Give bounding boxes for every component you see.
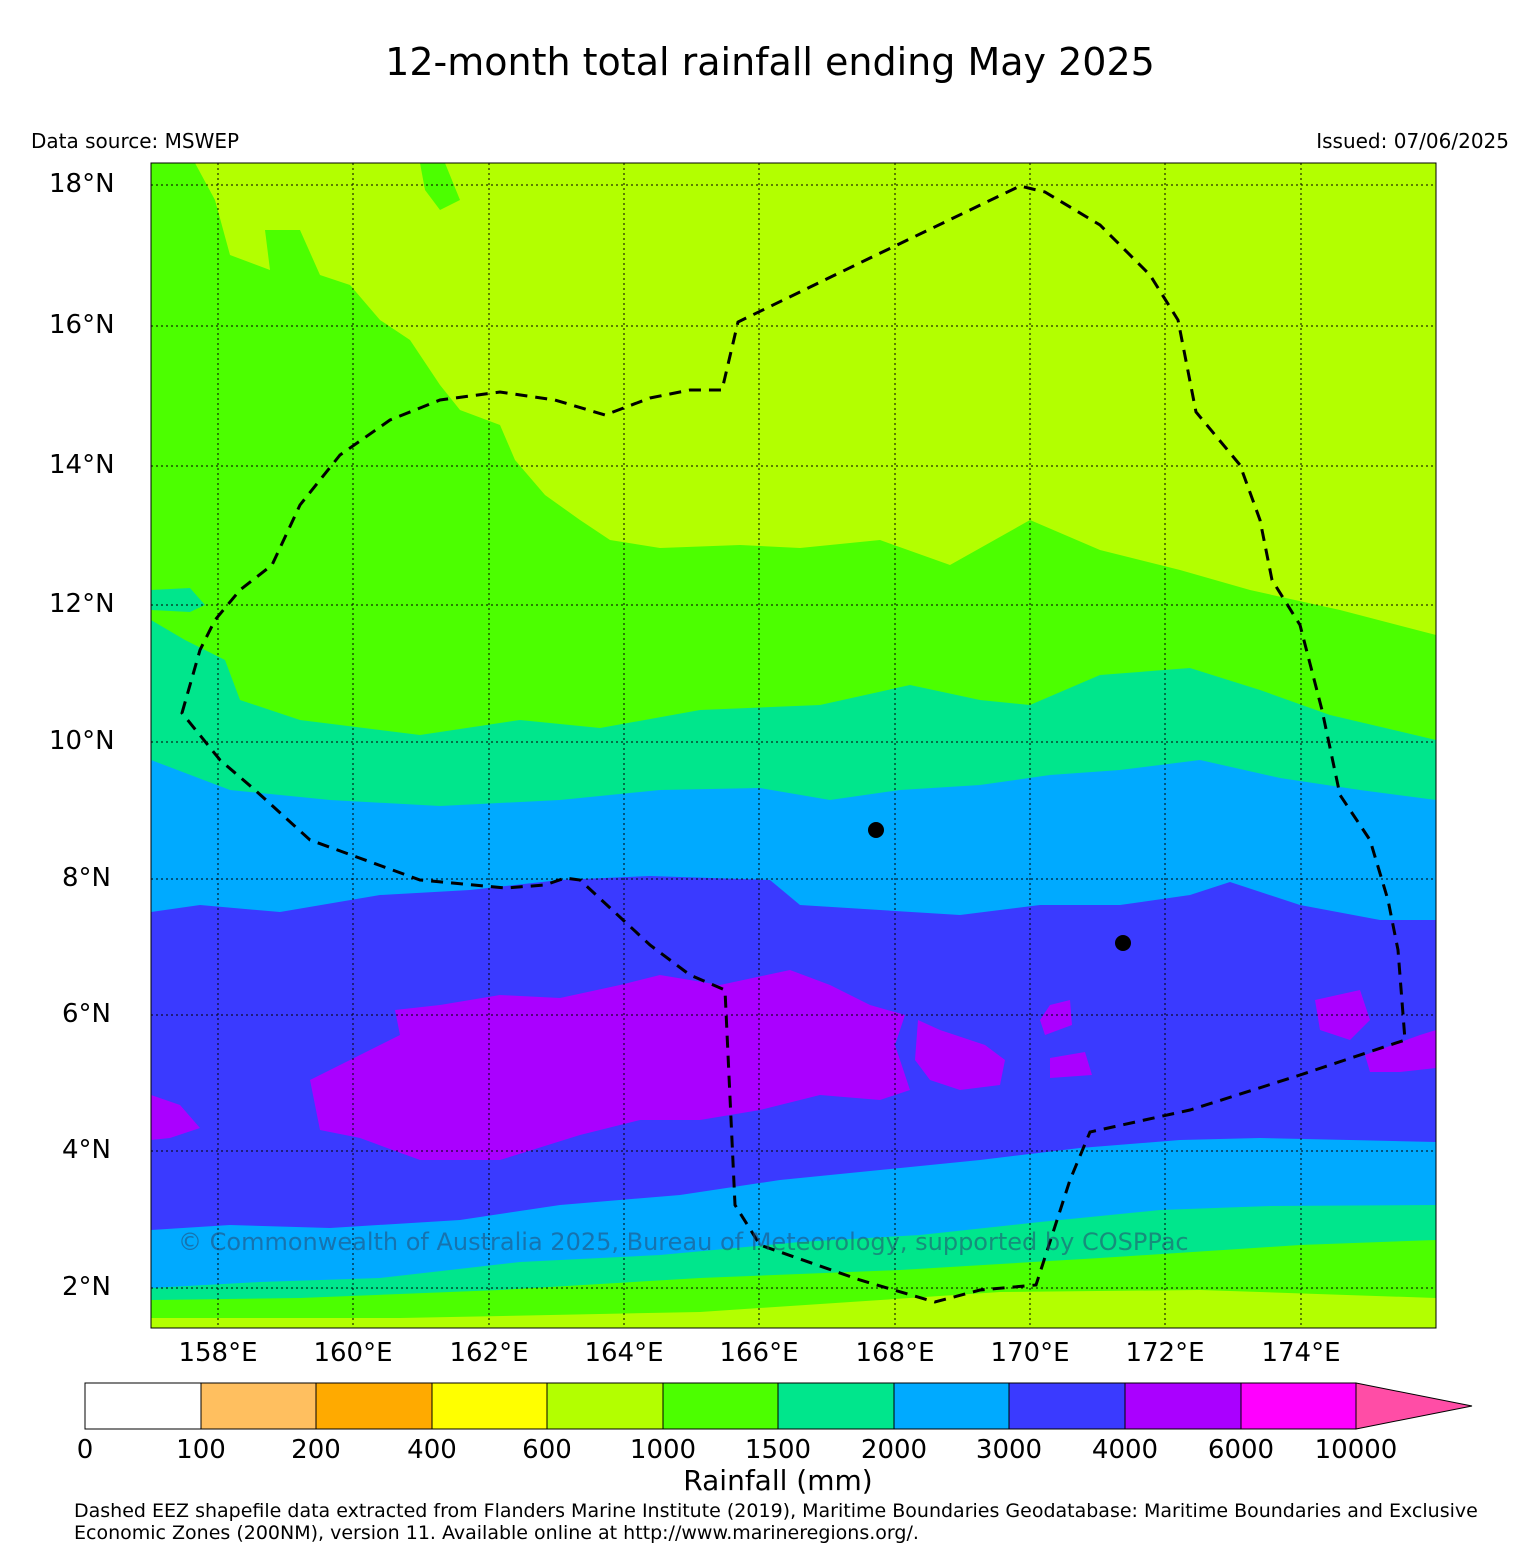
colorbar-segment xyxy=(84,1382,202,1430)
plot-frame xyxy=(150,162,1437,1329)
lon-label: 166°E xyxy=(719,1338,799,1368)
colorbar-segment xyxy=(431,1382,548,1430)
band-4000-6000-edge xyxy=(1365,1030,1436,1072)
lon-label: 164°E xyxy=(584,1338,664,1368)
colorbar-tick: 4000 xyxy=(1091,1435,1159,1465)
lon-label: 160°E xyxy=(313,1338,393,1368)
station-marker xyxy=(1115,935,1131,951)
lat-label: 6°N xyxy=(62,999,111,1029)
colorbar-extend-arrow xyxy=(1355,1382,1473,1430)
band-4000-6000-west xyxy=(151,1095,200,1140)
colorbar-segment xyxy=(1240,1382,1357,1430)
chart-title: 12-month total rainfall ending May 2025 xyxy=(385,40,1155,84)
lat-label: 12°N xyxy=(49,589,115,619)
band-4000-6000 xyxy=(310,970,910,1160)
colorbar-label: Rainfall (mm) xyxy=(683,1464,873,1497)
colorbar-segment xyxy=(893,1382,1010,1430)
issued-date: Issued: 07/06/2025 xyxy=(1316,129,1509,153)
colorbar-tick: 100 xyxy=(176,1435,226,1465)
colorbar-segment xyxy=(315,1382,433,1430)
band-600-1000-south xyxy=(151,1290,1436,1328)
colorbar-tick: 3000 xyxy=(975,1435,1043,1465)
rainfall-bands xyxy=(151,163,1436,1328)
lon-label: 172°E xyxy=(1125,1338,1205,1368)
colorbar-tick: 200 xyxy=(291,1435,341,1465)
lat-label: 18°N xyxy=(49,169,115,199)
lon-label: 174°E xyxy=(1261,1338,1341,1368)
colorbar-tick: 0 xyxy=(76,1435,94,1465)
colorbar-tick: 10000 xyxy=(1314,1435,1398,1465)
grid-lines xyxy=(151,163,1436,1328)
band-4000-6000-spot-a xyxy=(1040,1000,1072,1035)
colorbar-tick: 400 xyxy=(407,1435,457,1465)
eez-boundary xyxy=(180,184,1407,1304)
colorbar-tick: 2000 xyxy=(860,1435,928,1465)
colorbar-tick: 1500 xyxy=(744,1435,812,1465)
lat-label: 10°N xyxy=(49,726,115,756)
colorbar-tick: 6000 xyxy=(1207,1435,1275,1465)
band-4000-6000-east xyxy=(915,1020,1005,1090)
colorbar-tick: 600 xyxy=(522,1435,572,1465)
station-marker xyxy=(868,822,884,838)
lat-label: 4°N xyxy=(62,1135,111,1165)
colorbar-segment xyxy=(1124,1382,1242,1430)
lat-label: 14°N xyxy=(49,450,115,480)
lon-label: 168°E xyxy=(855,1338,935,1368)
colorbar-segment xyxy=(662,1382,779,1430)
lat-label: 16°N xyxy=(49,310,115,340)
lon-label: 162°E xyxy=(449,1338,529,1368)
footnote: Dashed EEZ shapefile data extracted from… xyxy=(74,1500,1478,1544)
band-1000-1500-top xyxy=(420,163,460,210)
colorbar-segment xyxy=(777,1382,895,1430)
colorbar-tick: 1000 xyxy=(629,1435,697,1465)
copyright-watermark: © Commonwealth of Australia 2025, Bureau… xyxy=(178,1228,1189,1256)
colorbar xyxy=(84,1382,1473,1430)
colorbar-segment xyxy=(200,1382,317,1430)
colorbar-segment xyxy=(1008,1382,1126,1430)
lat-label: 2°N xyxy=(62,1272,111,1302)
band-4000-6000-spot-b xyxy=(1050,1052,1092,1078)
colorbar-segment xyxy=(546,1382,664,1430)
band-1500-2000-patch xyxy=(151,588,205,612)
data-source: Data source: MSWEP xyxy=(31,129,240,153)
lon-label: 158°E xyxy=(178,1338,258,1368)
lat-label: 8°N xyxy=(62,863,111,893)
lon-label: 170°E xyxy=(990,1338,1070,1368)
